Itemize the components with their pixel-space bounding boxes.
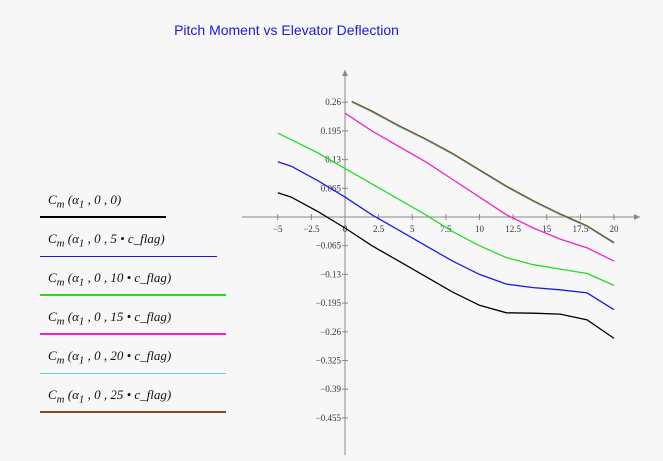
- chart-title: Pitch Moment vs Elevator Deflection: [174, 22, 399, 38]
- x-tick-label: 7.5: [440, 224, 452, 234]
- series-line: [351, 100, 615, 244]
- legend-item: Cm (α1 , 0 , 15 • c_flag): [40, 297, 240, 336]
- legend-label: Cm (α1 , 0 , 5 • c_flag): [48, 231, 165, 250]
- x-tick-label: 10: [475, 224, 485, 234]
- x-tick-label: 5: [410, 224, 415, 234]
- x-tick-label: 17.5: [573, 224, 589, 234]
- legend: Cm (α1 , 0 , 0) Cm (α1 , 0 , 5 • c_flag)…: [40, 180, 240, 414]
- y-tick-label: 0.195: [321, 126, 342, 136]
- legend-item: Cm (α1 , 0 , 10 • c_flag): [40, 258, 240, 297]
- y-tick-label: −0.39: [320, 384, 341, 394]
- legend-item: Cm (α1 , 0 , 5 • c_flag): [40, 219, 240, 258]
- legend-label: Cm (α1 , 0 , 15 • c_flag): [48, 309, 172, 328]
- legend-label: Cm (α1 , 0 , 25 • c_flag): [48, 387, 172, 406]
- y-tick-label: −0.325: [316, 355, 342, 365]
- legend-swatch: [40, 333, 226, 335]
- x-tick-label: 20: [610, 224, 620, 234]
- y-tick-label: −0.455: [316, 413, 342, 423]
- legend-swatch: [40, 373, 226, 374]
- legend-label: Cm (α1 , 0 , 20 • c_flag): [48, 348, 172, 367]
- x-tick-label: 0: [343, 224, 348, 234]
- series-line: [277, 192, 615, 339]
- x-tick-label: 2.5: [373, 224, 385, 234]
- x-tick-label: −2.5: [303, 224, 320, 234]
- y-tick-label: 0.26: [325, 97, 341, 107]
- x-tick-label: 12.5: [505, 224, 521, 234]
- series-line: [344, 112, 615, 262]
- y-tick-label: 0.13: [325, 155, 341, 165]
- legend-swatch: [40, 411, 226, 413]
- y-axis-arrow: [342, 70, 348, 76]
- series-line: [277, 132, 615, 286]
- legend-swatch: [40, 256, 217, 257]
- legend-item: Cm (α1 , 0 , 0): [40, 180, 240, 219]
- y-tick-label: −0.195: [316, 298, 342, 308]
- x-tick-label: 15: [542, 224, 552, 234]
- y-tick-label: −0.13: [320, 269, 341, 279]
- series-line: [351, 101, 615, 245]
- x-axis-arrow: [634, 214, 640, 220]
- y-tick-label: −0.065: [316, 241, 342, 251]
- legend-label: Cm (α1 , 0 , 10 • c_flag): [48, 270, 172, 289]
- legend-swatch: [40, 294, 226, 296]
- y-tick-label: −0.26: [320, 327, 341, 337]
- x-tick-label: −5: [273, 224, 283, 234]
- legend-label: Cm (α1 , 0 , 0): [48, 192, 122, 211]
- legend-item: Cm (α1 , 0 , 25 • c_flag): [40, 375, 240, 414]
- legend-item: Cm (α1 , 0 , 20 • c_flag): [40, 336, 240, 375]
- legend-swatch: [40, 216, 166, 218]
- series-line: [277, 161, 615, 311]
